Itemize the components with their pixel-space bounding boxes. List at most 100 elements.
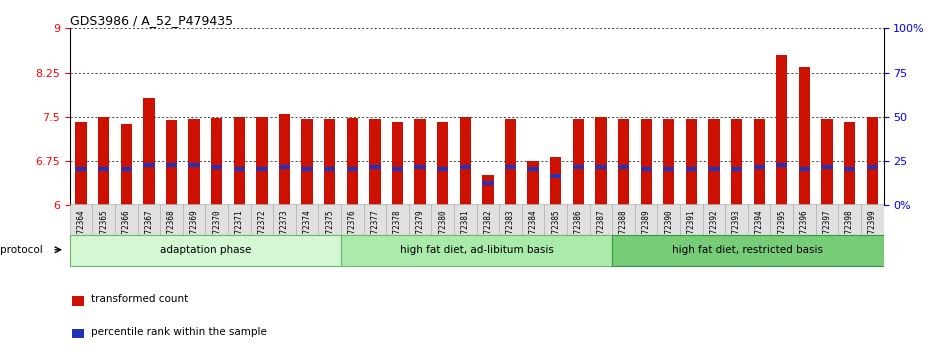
Bar [709, 119, 720, 205]
Bar [731, 119, 742, 205]
Bar [121, 124, 132, 205]
Bar [228, 204, 250, 264]
Bar [189, 119, 200, 205]
Text: GSM672392: GSM672392 [710, 210, 719, 251]
Bar [301, 167, 312, 171]
Text: GSM672377: GSM672377 [370, 210, 379, 251]
Bar [550, 174, 562, 178]
Bar [544, 204, 567, 264]
Bar [392, 121, 404, 205]
Bar [753, 165, 764, 169]
Text: GSM672367: GSM672367 [144, 210, 153, 251]
Bar [392, 167, 404, 171]
Bar [183, 204, 206, 264]
Bar [527, 167, 538, 171]
Bar [816, 204, 838, 264]
Bar [641, 119, 652, 205]
Bar [409, 204, 432, 264]
Text: GSM672376: GSM672376 [348, 210, 357, 251]
Text: GSM672387: GSM672387 [596, 210, 605, 251]
Bar [341, 204, 364, 264]
Bar [233, 117, 245, 205]
Bar [635, 204, 658, 264]
Text: GSM672370: GSM672370 [212, 210, 221, 251]
Bar [612, 204, 635, 264]
Text: GSM672384: GSM672384 [528, 210, 538, 251]
Bar [75, 121, 86, 205]
FancyBboxPatch shape [70, 235, 341, 266]
Bar [233, 167, 245, 171]
Bar [166, 163, 177, 167]
Text: GSM672390: GSM672390 [664, 210, 673, 251]
Bar [867, 165, 878, 169]
Bar [567, 204, 590, 264]
Text: transformed count: transformed count [90, 295, 188, 304]
Bar [522, 204, 544, 264]
Bar [273, 204, 296, 264]
Bar [793, 204, 816, 264]
Bar [505, 165, 516, 169]
Bar [867, 117, 878, 205]
Text: GSM672389: GSM672389 [642, 210, 651, 251]
Bar [590, 204, 612, 264]
Text: GSM672394: GSM672394 [754, 210, 764, 251]
Bar [98, 117, 110, 205]
Bar [505, 119, 516, 205]
Text: GSM672372: GSM672372 [258, 210, 266, 251]
Bar [821, 119, 832, 205]
Text: high fat diet, restricted basis: high fat diet, restricted basis [672, 245, 823, 255]
Text: GSM672393: GSM672393 [732, 210, 741, 251]
Bar [279, 114, 290, 205]
Bar [369, 165, 380, 169]
Bar [250, 204, 273, 264]
Bar [121, 167, 132, 171]
Bar [709, 167, 720, 171]
Text: GSM672385: GSM672385 [551, 210, 560, 251]
Bar [296, 204, 318, 264]
Text: high fat diet, ad-libitum basis: high fat diet, ad-libitum basis [400, 245, 553, 255]
Bar [318, 204, 341, 264]
Bar [861, 204, 884, 264]
Text: GSM672366: GSM672366 [122, 210, 131, 251]
Text: GSM672388: GSM672388 [619, 210, 628, 251]
Bar [324, 119, 336, 205]
Bar [301, 119, 312, 205]
Bar [663, 119, 674, 205]
Text: GSM672374: GSM672374 [302, 210, 312, 251]
Bar [663, 167, 674, 171]
Bar [821, 165, 832, 169]
Bar [72, 296, 85, 306]
Text: GSM672396: GSM672396 [800, 210, 809, 251]
Bar [703, 204, 725, 264]
Bar [680, 204, 703, 264]
Text: GSM672378: GSM672378 [393, 210, 402, 251]
Bar [257, 167, 268, 171]
Text: GSM672375: GSM672375 [326, 210, 334, 251]
FancyBboxPatch shape [341, 235, 612, 266]
Bar [75, 167, 86, 171]
Bar [70, 204, 92, 264]
Bar [347, 118, 358, 205]
Bar [725, 204, 748, 264]
FancyBboxPatch shape [612, 235, 884, 266]
Bar [324, 167, 336, 171]
Text: GSM672395: GSM672395 [777, 210, 786, 251]
Bar [138, 204, 160, 264]
Text: GSM672365: GSM672365 [100, 210, 108, 251]
Text: GSM672369: GSM672369 [190, 210, 199, 251]
Bar [483, 175, 494, 205]
Bar [550, 157, 562, 205]
Bar [347, 167, 358, 171]
Text: GSM672368: GSM672368 [167, 210, 176, 251]
Bar [364, 204, 386, 264]
Text: GSM672386: GSM672386 [574, 210, 583, 251]
Text: GSM672397: GSM672397 [822, 210, 831, 251]
Bar [844, 167, 856, 171]
Bar [573, 119, 584, 205]
Bar [143, 98, 154, 205]
Text: GSM672379: GSM672379 [416, 210, 425, 251]
Bar [386, 204, 409, 264]
Bar [731, 167, 742, 171]
Text: adaptation phase: adaptation phase [160, 245, 251, 255]
Text: GSM672381: GSM672381 [461, 210, 470, 251]
